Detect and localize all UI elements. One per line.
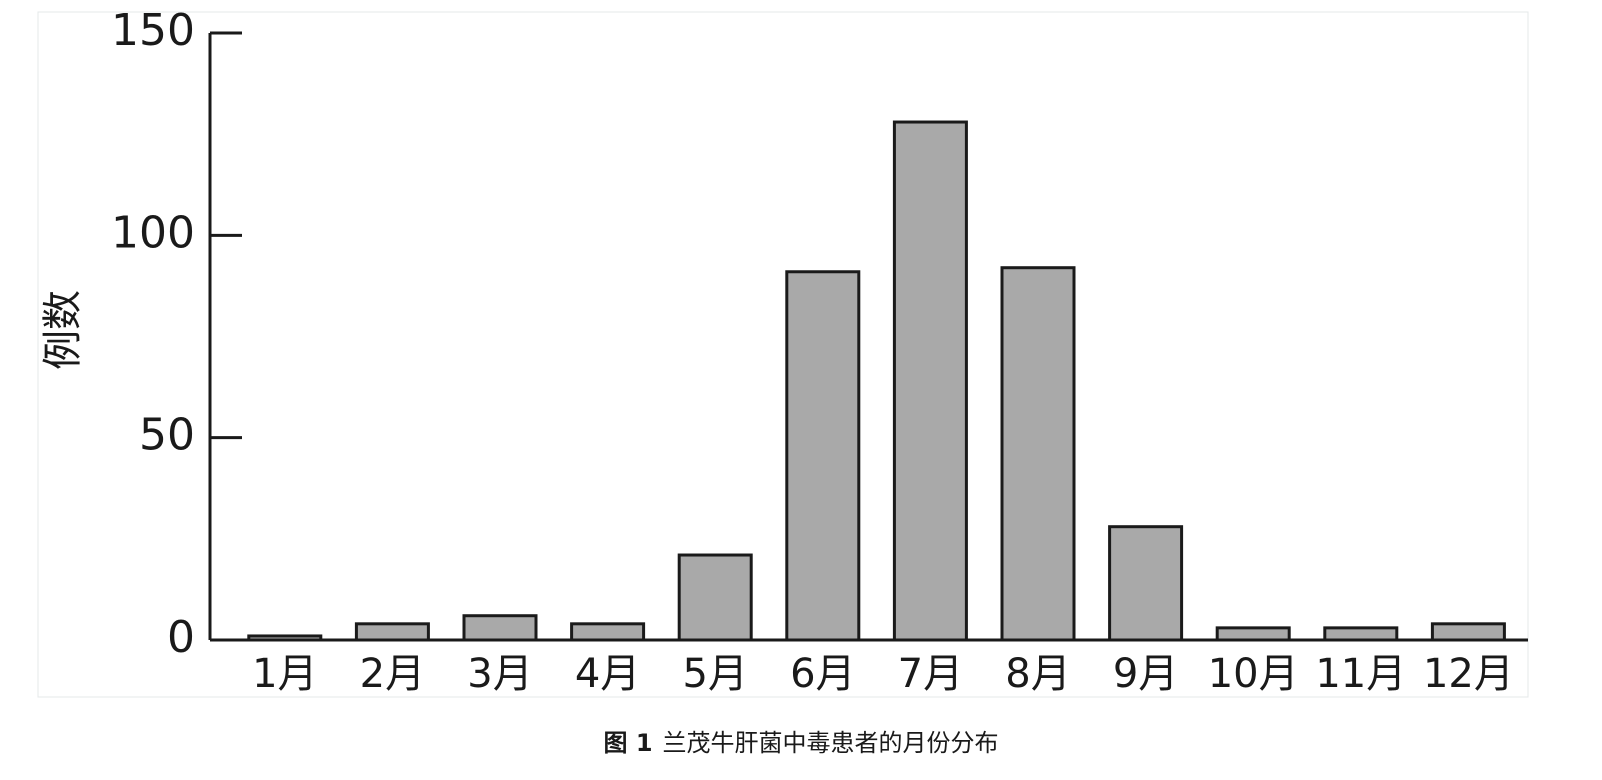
x-tick-label: 3月	[467, 651, 532, 697]
y-axis-label: 例数	[40, 290, 86, 370]
bar	[570, 622, 646, 642]
bar	[785, 270, 861, 642]
bar	[1430, 622, 1506, 642]
bar	[1215, 626, 1291, 642]
bar	[1108, 525, 1184, 642]
x-tick-label: 10月	[1208, 651, 1299, 697]
bar	[1323, 626, 1399, 642]
chart-frame	[37, 11, 1529, 698]
x-tick-label: 12月	[1423, 651, 1514, 697]
bar	[677, 553, 753, 642]
y-tick-label: 50	[139, 410, 195, 461]
caption-text: 兰茂牛肝菌中毒患者的月份分布	[663, 729, 999, 757]
x-tick-label: 11月	[1315, 651, 1406, 697]
bar	[354, 622, 430, 642]
x-tick-label: 4月	[575, 651, 640, 697]
caption-label: 图 1	[603, 729, 652, 757]
x-tick-label: 7月	[898, 651, 963, 697]
x-tick-label: 8月	[1005, 651, 1070, 697]
x-tick-label: 2月	[360, 651, 425, 697]
y-tick-label: 150	[111, 5, 195, 56]
bar	[462, 614, 538, 642]
x-tick-label: 9月	[1113, 651, 1178, 697]
figure-caption: 图 1 兰茂牛肝菌中毒患者的月份分布	[603, 729, 998, 757]
x-tick-label: 5月	[682, 651, 747, 697]
y-tick-label: 100	[111, 207, 195, 258]
y-tick-label: 0	[167, 612, 195, 663]
x-tick-label: 6月	[790, 651, 855, 697]
bar	[1000, 266, 1076, 642]
x-tick-label: 1月	[252, 651, 317, 697]
bar	[892, 120, 968, 642]
